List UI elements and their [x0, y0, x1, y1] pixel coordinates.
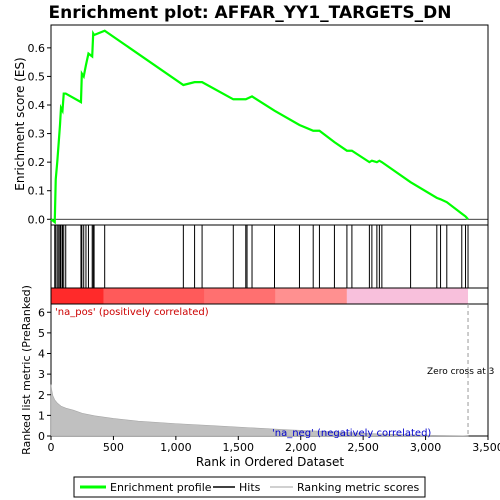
es-tick-label: 0.0 — [28, 213, 46, 226]
metric-y-axis-label: Ranked list metric (PreRanked) — [20, 285, 33, 455]
hits-panel — [50, 224, 489, 289]
correlation-gradient-bar — [50, 287, 489, 305]
legend: Enrichment profile Hits Ranking metric s… — [73, 476, 426, 498]
es-tick-label: 0.3 — [28, 128, 46, 141]
hit-lines — [54, 225, 469, 288]
positive-correlation-label: 'na_pos' (positively correlated) — [55, 307, 209, 318]
metric-tick-label: 0 — [38, 430, 45, 443]
gradient-segment — [204, 288, 276, 304]
es-panel-frame — [50, 24, 489, 226]
chart-title: Enrichment plot: AFFAR_YY1_TARGETS_DN — [49, 3, 452, 23]
x-axis-label: Rank in Ordered Dataset — [196, 455, 344, 469]
x-tick-label: 1,500 — [223, 441, 255, 454]
x-tick-label: 3,500 — [472, 441, 500, 454]
x-tick-label: 3,000 — [410, 441, 442, 454]
gradient-segment-bright — [51, 288, 104, 304]
metric-tick-label: 5 — [38, 327, 45, 340]
es-panel: 0.0 0.1 0.2 0.3 0.4 0.5 0.6 Enrichment score (… — [13, 24, 489, 226]
metric-tick-label: 6 — [38, 306, 45, 319]
x-tick-label: 0 — [48, 441, 55, 454]
es-tick-label: 0.1 — [28, 185, 46, 198]
legend-label-enrichment-profile: Enrichment profile — [110, 481, 212, 494]
legend-label-ranking-metric: Ranking metric scores — [297, 481, 419, 494]
x-tick-label: 2,000 — [285, 441, 317, 454]
metric-panel-frame — [50, 303, 489, 437]
negative-correlation-label: 'na_neg' (negatively correlated) — [272, 428, 431, 439]
legend-label-hits: Hits — [239, 481, 261, 494]
x-tick-label: 1,000 — [160, 441, 192, 454]
x-tick-label: 500 — [103, 441, 124, 454]
metric-tick-label: 1 — [38, 409, 45, 422]
ranking-metric-area — [50, 384, 469, 437]
es-tick-label: 0.5 — [28, 70, 46, 83]
metric-tick-label: 2 — [38, 389, 45, 402]
metric-panel: Zero cross at 3 'na_pos' (positively cor… — [20, 285, 494, 455]
es-tick-label: 0.4 — [28, 99, 46, 112]
metric-tick-label: 3 — [38, 368, 45, 381]
es-tick-label: 0.2 — [28, 156, 46, 169]
enrichment-profile-line — [50, 29, 469, 225]
hits-panel-frame — [50, 224, 489, 289]
x-tick-label: 2,500 — [347, 441, 379, 454]
x-axis-ticks: 0 500 1,000 1,500 2,000 2,500 3,000 3,500 — [48, 436, 500, 454]
es-y-axis-label: Enrichment score (ES) — [13, 57, 27, 190]
legend-frame — [73, 476, 426, 498]
gradient-segment — [275, 288, 347, 304]
gradient-segment — [346, 288, 469, 304]
es-axis-ticks: 0.0 0.1 0.2 0.3 0.4 0.5 0.6 — [28, 42, 51, 226]
zero-cross-label: Zero cross at 3 — [427, 367, 494, 377]
es-tick-label: 0.6 — [28, 42, 46, 55]
metric-axis-ticks: 0 1 2 3 4 5 6 — [38, 306, 51, 443]
metric-tick-label: 4 — [38, 348, 45, 361]
